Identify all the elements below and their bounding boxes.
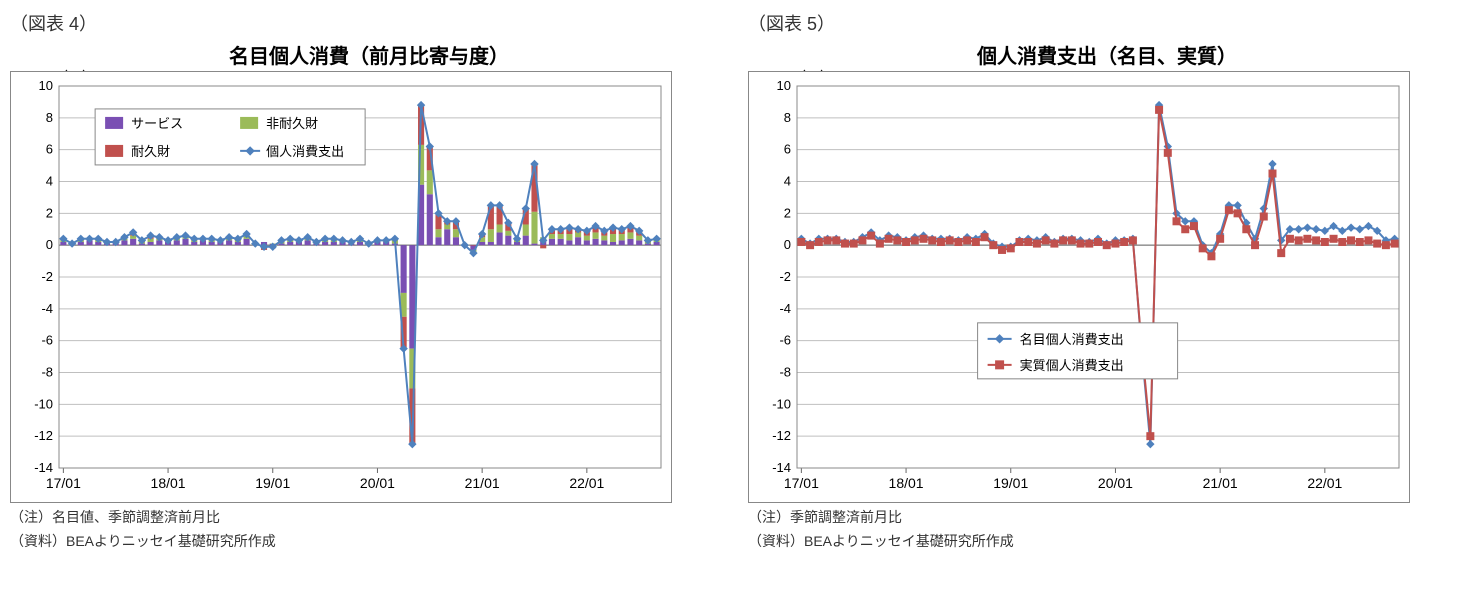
svg-text:実質個人消費支出: 実質個人消費支出 (1020, 358, 1124, 373)
svg-text:19/01: 19/01 (255, 475, 290, 491)
svg-text:-8: -8 (779, 365, 791, 380)
svg-text:-8: -8 (41, 365, 53, 380)
svg-text:-14: -14 (34, 460, 53, 475)
svg-text:-14: -14 (772, 460, 791, 475)
svg-text:2: 2 (46, 205, 53, 220)
svg-text:20/01: 20/01 (360, 475, 395, 491)
svg-text:-12: -12 (34, 428, 53, 443)
right-note1: （注）季節調整済前月比 (748, 507, 1466, 527)
left-chart: -14 -12 -10 -8 -6 -4 -2 0 2 4 6 8 10 17/01 18/01 19/01 2… (10, 71, 672, 503)
svg-text:8: 8 (46, 110, 53, 125)
svg-text:-4: -4 (41, 301, 53, 316)
right-panel: （図表 5） 個人消費支出（名目、実質） （％） -14-12-10-8-6-4… (748, 10, 1466, 551)
svg-text:サービス: サービス (131, 116, 183, 131)
svg-text:-10: -10 (772, 396, 791, 411)
svg-text:名目個人消費支出: 名目個人消費支出 (1020, 332, 1124, 347)
svg-text:17/01: 17/01 (46, 475, 81, 491)
svg-text:21/01: 21/01 (1203, 475, 1238, 491)
svg-text:-2: -2 (41, 269, 53, 284)
svg-text:22/01: 22/01 (569, 475, 604, 491)
svg-text:-4: -4 (779, 301, 791, 316)
svg-text:耐久財: 耐久財 (131, 144, 170, 159)
svg-text:個人消費支出: 個人消費支出 (266, 144, 344, 159)
left-note2: （資料）BEAよりニッセイ基礎研究所作成 (10, 531, 728, 551)
svg-text:-6: -6 (41, 333, 53, 348)
svg-text:18/01: 18/01 (151, 475, 186, 491)
svg-text:10: 10 (39, 78, 53, 93)
svg-text:-6: -6 (779, 333, 791, 348)
svg-text:0: 0 (784, 237, 791, 252)
svg-text:-2: -2 (779, 269, 791, 284)
svg-text:4: 4 (784, 174, 791, 189)
svg-text:6: 6 (46, 142, 53, 157)
svg-text:4: 4 (46, 174, 53, 189)
svg-text:18/01: 18/01 (889, 475, 924, 491)
svg-text:22/01: 22/01 (1307, 475, 1342, 491)
svg-text:非耐久財: 非耐久財 (266, 116, 318, 131)
svg-text:6: 6 (784, 142, 791, 157)
svg-text:20/01: 20/01 (1098, 475, 1133, 491)
svg-text:2: 2 (784, 205, 791, 220)
left-figure-label: （図表 4） (10, 10, 728, 36)
left-chart-title: 名目個人消費（前月比寄与度） (10, 40, 728, 69)
right-chart-title: 個人消費支出（名目、実質） (748, 40, 1466, 69)
right-figure-label: （図表 5） (748, 10, 1466, 36)
svg-text:-10: -10 (34, 396, 53, 411)
right-chart: -14 -12 -10 -8 -6 -4 -2 0 2 4 6 8 10 17/01 18/01 19/01 2… (748, 71, 1410, 503)
svg-text:17/01: 17/01 (784, 475, 819, 491)
left-panel: （図表 4） 名目個人消費（前月比寄与度） （％） -14-12-10-8-6-… (10, 10, 728, 551)
svg-text:0: 0 (46, 237, 53, 252)
svg-text:19/01: 19/01 (993, 475, 1028, 491)
svg-text:10: 10 (777, 78, 791, 93)
svg-text:-12: -12 (772, 428, 791, 443)
left-note1: （注）名目値、季節調整済前月比 (10, 507, 728, 527)
svg-text:8: 8 (784, 110, 791, 125)
right-note2: （資料）BEAよりニッセイ基礎研究所作成 (748, 531, 1466, 551)
svg-text:21/01: 21/01 (465, 475, 500, 491)
